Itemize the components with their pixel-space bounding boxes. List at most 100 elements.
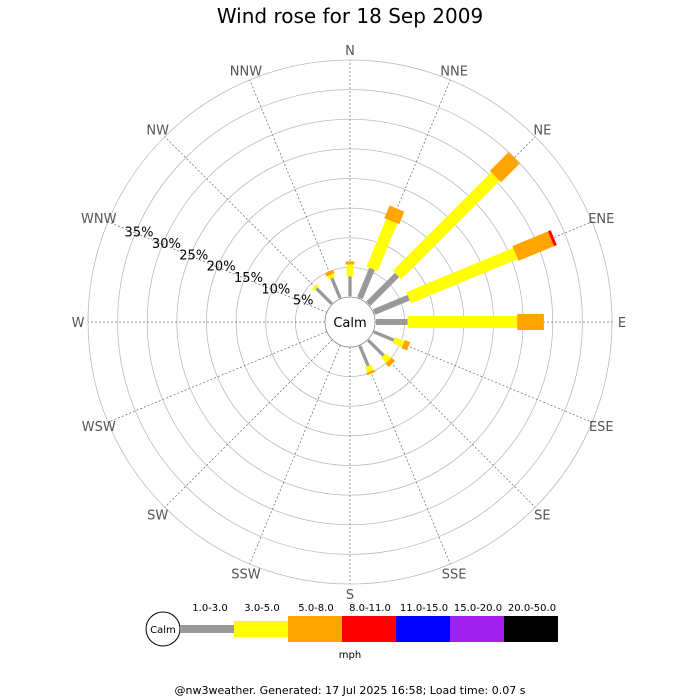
grid-spoke xyxy=(372,331,593,423)
legend-swatch xyxy=(342,616,396,642)
percent-label: 20% xyxy=(207,260,236,275)
legend-swatch xyxy=(396,616,450,642)
legend-swatch xyxy=(180,625,234,633)
bar-segment xyxy=(372,294,410,315)
legend-bin-label: 5.0-8.0 xyxy=(298,603,333,614)
direction-label-ssw: SSW xyxy=(231,567,261,582)
legend-swatch xyxy=(234,621,288,637)
bar-segment xyxy=(315,287,333,305)
percent-label: 35% xyxy=(125,226,154,241)
grid-spoke xyxy=(107,331,328,423)
grid-spoke xyxy=(372,221,593,313)
direction-label-w: W xyxy=(72,316,85,331)
bar-segment xyxy=(311,283,319,291)
bar-group-ne xyxy=(366,152,520,306)
grid-spoke xyxy=(359,79,451,300)
bar-segment xyxy=(547,230,557,247)
bar-segment xyxy=(517,314,544,330)
grid-spoke xyxy=(367,339,536,508)
legend-bin-label: 20.0-50.0 xyxy=(508,603,556,614)
direction-label-ese: ESE xyxy=(589,420,614,435)
grid-ring xyxy=(117,89,583,555)
direction-label-s: S xyxy=(346,588,354,603)
bar-segment xyxy=(384,205,405,225)
percent-label: 15% xyxy=(234,271,263,286)
bar-group-e xyxy=(376,314,544,330)
bar-segment xyxy=(357,267,375,300)
percent-labels: 5%10%15%20%25%30%35% xyxy=(125,226,314,309)
direction-label-wnw: WNW xyxy=(81,212,117,227)
bar-segment xyxy=(330,277,342,299)
direction-label-nnw: NNW xyxy=(230,65,262,80)
legend-bin-label: 11.0-15.0 xyxy=(400,603,448,614)
bar-segment xyxy=(385,357,396,368)
legend-swatch xyxy=(288,616,342,642)
grid-spoke xyxy=(359,344,451,565)
bar-segment xyxy=(392,172,500,280)
direction-label-sw: SW xyxy=(147,508,168,523)
percent-label: 25% xyxy=(179,248,208,263)
bar-group-ene xyxy=(372,230,557,315)
bar-segment xyxy=(325,269,335,277)
calm-circle: Calm xyxy=(324,296,376,348)
grid-spoke xyxy=(164,339,333,508)
direction-label-ne: NE xyxy=(533,124,551,139)
direction-labels: N NNE NE ENE E ESE SE SSE S SSW SW WSW W WNW NW NNW xyxy=(72,44,627,603)
legend-swatch xyxy=(450,616,504,642)
direction-label-n: N xyxy=(345,44,355,59)
legend-swatch xyxy=(504,616,558,642)
calm-label: Calm xyxy=(333,316,366,331)
calm-circle-shape xyxy=(324,296,376,348)
wind-bars xyxy=(311,152,557,376)
bar-segment xyxy=(367,339,385,357)
bar-segment xyxy=(366,218,398,272)
legend: Calm 1.0-3.0 3.0-5.0 5.0-8.0 8.0-11.0 11.0-15… xyxy=(145,603,558,661)
legend-units: mph xyxy=(339,650,361,661)
percent-label: 10% xyxy=(261,282,290,297)
legend-bin-label: 3.0-5.0 xyxy=(244,603,279,614)
bar-segment xyxy=(489,152,520,183)
bar-segment xyxy=(366,272,400,306)
grid-spoke xyxy=(249,344,341,565)
bar-segment xyxy=(406,247,518,304)
legend-calm-label: Calm xyxy=(150,625,176,636)
bar-group-nnw xyxy=(325,269,342,299)
bar-segment xyxy=(366,369,376,376)
bar-segment xyxy=(345,261,355,265)
direction-label-se: SE xyxy=(534,508,550,523)
direction-label-e: E xyxy=(618,316,626,331)
direction-label-sse: SSE xyxy=(442,567,467,582)
legend-bin-label: 1.0-3.0 xyxy=(192,603,227,614)
bar-segment xyxy=(381,353,391,363)
legend-bin-label: 15.0-20.0 xyxy=(454,603,502,614)
bar-segment xyxy=(348,276,352,296)
bar-segment xyxy=(407,316,518,328)
bar-segment xyxy=(358,345,370,367)
legend-bin-label: 8.0-11.0 xyxy=(349,603,391,614)
percent-label: 5% xyxy=(293,294,314,309)
percent-label: 30% xyxy=(152,237,181,252)
grid-spoke xyxy=(249,79,341,300)
direction-label-nw: NW xyxy=(146,124,169,139)
chart-title: Wind rose for 18 Sep 2009 xyxy=(216,4,484,28)
bar-group-nne xyxy=(357,205,405,300)
bar-segment xyxy=(401,339,411,351)
grid-spoke xyxy=(107,221,328,313)
bar-segment xyxy=(365,364,374,373)
bar-group-nw xyxy=(311,283,333,305)
bar-group-n xyxy=(345,261,355,296)
bar-segment xyxy=(373,330,395,342)
footer-text: @nw3weather. Generated: 17 Jul 2025 16:5… xyxy=(174,684,526,697)
direction-label-wsw: WSW xyxy=(82,420,116,435)
bar-group-se xyxy=(367,339,396,368)
bar-segment xyxy=(392,337,405,348)
bar-group-ese xyxy=(373,330,411,351)
bar-group-sse xyxy=(358,345,376,376)
direction-label-nne: NNE xyxy=(440,65,468,80)
bar-segment xyxy=(512,231,555,261)
bar-segment xyxy=(376,319,408,325)
bar-segment xyxy=(327,273,335,280)
grid-spoke xyxy=(164,136,333,305)
direction-label-ene: ENE xyxy=(588,212,614,227)
